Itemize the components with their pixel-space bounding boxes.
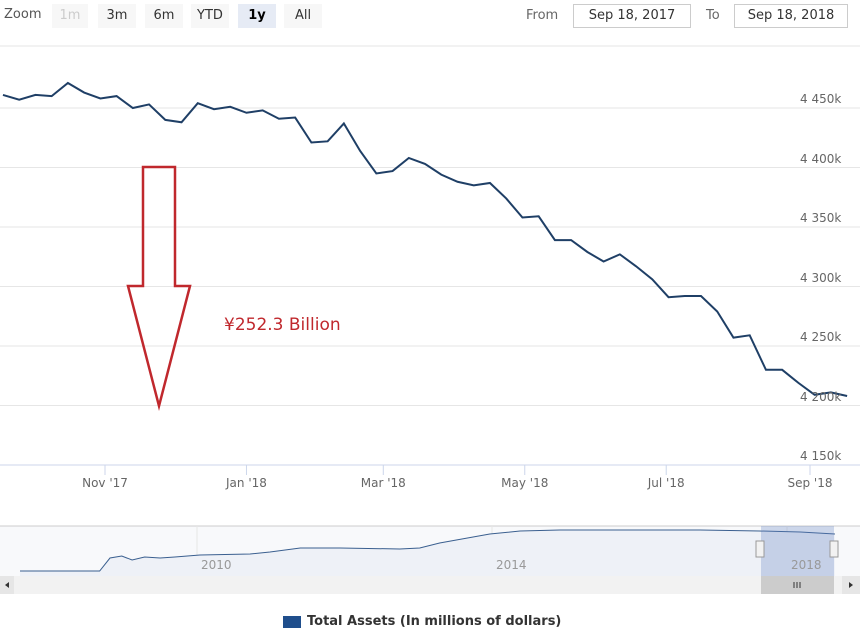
navigator-tick-label: 2018 xyxy=(791,558,822,572)
x-tick-label: Jan '18 xyxy=(226,476,267,490)
navigator-tick-label: 2014 xyxy=(496,558,527,572)
navigator-series-line xyxy=(20,529,835,572)
from-date-input[interactable]: Sep 18, 2017 xyxy=(573,4,691,28)
x-tick-label: May '18 xyxy=(501,476,549,490)
x-tick-label: Jul '18 xyxy=(647,476,685,490)
legend-swatch xyxy=(283,615,301,628)
scroll-right-arrow-icon xyxy=(849,582,853,588)
legend-label: Total Assets (In millions of dollars) xyxy=(307,614,562,629)
annotation-text: ¥252.3 Billion xyxy=(224,315,341,335)
range-button-3m[interactable]: 3m xyxy=(98,4,136,28)
legend-item-total-assets[interactable]: Total Assets (In millions of dollars) xyxy=(283,614,561,629)
y-tick-label: 4 150k xyxy=(800,449,842,463)
from-label: From xyxy=(526,8,559,23)
scroll-left-arrow-icon xyxy=(5,582,9,588)
to-label: To xyxy=(706,8,720,23)
range-button-1y[interactable]: 1y xyxy=(238,4,276,28)
x-tick-label: Nov '17 xyxy=(82,476,128,490)
x-tick-label: Mar '18 xyxy=(360,476,406,490)
x-tick-label: Sep '18 xyxy=(787,476,833,490)
navigator-selected-range[interactable] xyxy=(761,526,834,576)
zoom-label: Zoom xyxy=(4,7,42,22)
y-tick-label: 4 350k xyxy=(800,211,842,225)
to-date-input[interactable]: Sep 18, 2018 xyxy=(734,4,848,28)
y-tick-label: 4 450k xyxy=(800,92,842,106)
range-button-all[interactable]: All xyxy=(284,4,322,28)
down-arrow-annotation xyxy=(126,165,192,411)
navigator-left-handle[interactable] xyxy=(755,540,765,558)
y-tick-label: 4 300k xyxy=(800,270,842,285)
navigator-right-handle[interactable] xyxy=(829,540,839,558)
scrollbar-grip-icon xyxy=(793,582,801,588)
y-tick-label: 4 400k xyxy=(800,151,842,166)
range-button-1m[interactable]: 1m xyxy=(52,4,88,28)
navigator-tick-label: 2010 xyxy=(201,558,232,572)
y-tick-label: 4 200k xyxy=(800,389,842,404)
range-button-6m[interactable]: 6m xyxy=(145,4,183,28)
y-tick-label: 4 250k xyxy=(800,330,842,344)
range-button-ytd[interactable]: YTD xyxy=(191,4,229,28)
series-line-total-assets xyxy=(2,81,848,397)
navigator-area xyxy=(20,530,835,576)
scrollbar-track[interactable] xyxy=(0,576,860,594)
